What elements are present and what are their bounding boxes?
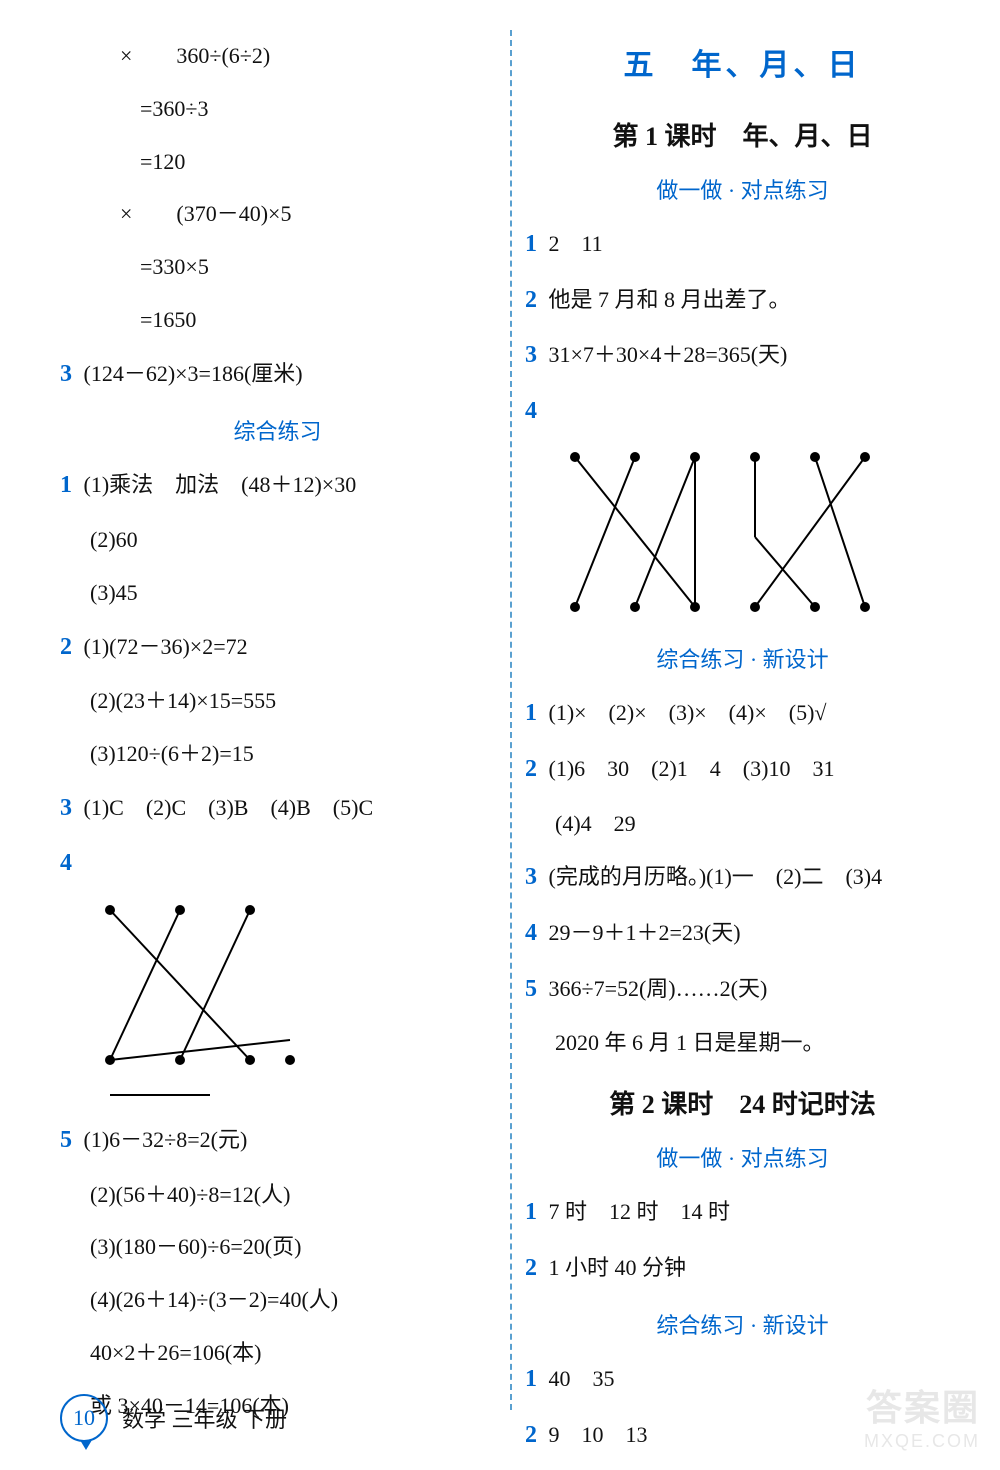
question-number: 2 <box>525 756 537 782</box>
question-number: 1 <box>525 1199 537 1225</box>
expr-line: =330×5 <box>60 252 495 283</box>
answer-line: 3 31×7＋30×4＋28=365(天) <box>525 339 960 373</box>
footer-text: 数学 三年级 下册 <box>122 1402 287 1434</box>
question-number: 1 <box>525 1366 537 1392</box>
answer-text: (1)6－32÷8=2(元) <box>84 1127 248 1152</box>
answer-line: (2)(56＋40)÷8=12(人) <box>60 1180 495 1211</box>
section-heading: 做一做 · 对点练习 <box>525 1141 960 1173</box>
question-number: 4 <box>525 920 537 946</box>
expr-line: =120 <box>60 147 495 178</box>
answer-line: (2)(23＋14)×15=555 <box>60 686 495 717</box>
answer-line: 5 366÷7=52(周)……2(天) <box>525 973 960 1007</box>
question-number: 3 <box>525 342 537 368</box>
answer-text: 他是 7 月和 8 月出差了。 <box>549 287 791 312</box>
page-footer: 10 数学 三年级 下册 <box>60 1394 287 1442</box>
answer-line: 3 (124－62)×3=186(厘米) <box>60 358 495 392</box>
answer-line: 1 7 时 12 时 14 时 <box>525 1196 960 1230</box>
answer-text: 7 时 12 时 14 时 <box>549 1199 731 1224</box>
answer-line: (4)4 29 <box>525 809 960 840</box>
answer-line: 4 <box>60 847 495 881</box>
question-number: 1 <box>60 472 72 498</box>
question-number: 5 <box>525 976 537 1002</box>
chapter-title: 五 年、月、日 <box>525 40 960 84</box>
expr-line: =360÷3 <box>60 94 495 125</box>
page: × 360÷(6÷2) =360÷3 =120 × (370－40)×5 =33… <box>0 0 1000 1470</box>
answer-text: 31×7＋30×4＋28=365(天) <box>549 342 788 367</box>
answer-text: 2 11 <box>549 231 603 256</box>
answer-line: (3)(180－60)÷6=20(页) <box>60 1232 495 1263</box>
lesson-title: 第 1 课时 年、月、日 <box>525 116 960 153</box>
answer-text: (1)乘法 加法 (48＋12)×30 <box>84 472 357 497</box>
answer-text: (1)× (2)× (3)× (4)× (5)√ <box>549 700 827 725</box>
answer-line: 3 (1)C (2)C (3)B (4)B (5)C <box>60 792 495 826</box>
answer-line: 40×2＋26=106(本) <box>60 1338 495 1369</box>
answer-line: 4 <box>525 395 960 429</box>
section-heading: 综合练习 <box>60 414 495 446</box>
page-number-badge: 10 <box>60 1394 108 1442</box>
answer-line: 1 (1)× (2)× (3)× (4)× (5)√ <box>525 697 960 731</box>
answer-text: (1)C (2)C (3)B (4)B (5)C <box>84 795 374 820</box>
answer-line: 2 (1)6 30 (2)1 4 (3)10 31 <box>525 753 960 787</box>
answer-line: 5 (1)6－32÷8=2(元) <box>60 1124 495 1158</box>
answer-line: (2)60 <box>60 525 495 556</box>
question-number: 2 <box>60 634 72 660</box>
answer-line: 2 他是 7 月和 8 月出差了。 <box>525 284 960 318</box>
dashed-divider <box>510 30 512 1410</box>
answer-text: (124－62)×3=186(厘米) <box>84 361 303 386</box>
column-divider <box>495 30 525 1450</box>
watermark: 答案圈 MXQE.COM <box>864 1379 980 1452</box>
answer-text: 29－9＋1＋2=23(天) <box>549 920 741 945</box>
expr-line: =1650 <box>60 305 495 336</box>
question-number: 2 <box>525 1422 537 1448</box>
answer-line: 3 (完成的月历略。)(1)一 (2)二 (3)4 <box>525 861 960 895</box>
question-number: 4 <box>60 850 72 876</box>
matching-diagram-left <box>90 900 495 1105</box>
question-number: 4 <box>525 398 537 424</box>
answer-text: 1 小时 40 分钟 <box>549 1255 687 1280</box>
diagram-svg <box>555 447 875 617</box>
question-number: 3 <box>525 864 537 890</box>
question-number: 3 <box>60 361 72 387</box>
answer-line: 1 (1)乘法 加法 (48＋12)×30 <box>60 469 495 503</box>
question-number: 5 <box>60 1127 72 1153</box>
answer-line: 4 29－9＋1＋2=23(天) <box>525 917 960 951</box>
expr-line: × 360÷(6÷2) <box>60 41 495 72</box>
expr-line: × (370－40)×5 <box>60 199 495 230</box>
left-column: × 360÷(6÷2) =360÷3 =120 × (370－40)×5 =33… <box>60 30 495 1450</box>
section-heading: 综合练习 · 新设计 <box>525 642 960 674</box>
answer-text: (完成的月历略。)(1)一 (2)二 (3)4 <box>549 864 883 889</box>
question-number: 2 <box>525 1255 537 1281</box>
answer-line: (3)120÷(6＋2)=15 <box>60 739 495 770</box>
lesson-title: 第 2 课时 24 时记时法 <box>525 1084 960 1121</box>
answer-text: 366÷7=52(周)……2(天) <box>549 976 768 1001</box>
answer-text: (1)(72－36)×2=72 <box>84 634 248 659</box>
answer-text: 40 35 <box>549 1366 615 1391</box>
answer-line: 2 (1)(72－36)×2=72 <box>60 631 495 665</box>
right-column: 五 年、月、日 第 1 课时 年、月、日 做一做 · 对点练习 1 2 11 2… <box>525 30 960 1450</box>
question-number: 3 <box>60 795 72 821</box>
answer-text: (1)6 30 (2)1 4 (3)10 31 <box>549 756 835 781</box>
watermark-text: 答案圈 <box>864 1379 980 1431</box>
question-number: 1 <box>525 700 537 726</box>
answer-line: (3)45 <box>60 578 495 609</box>
answer-line: (4)(26＋14)÷(3－2)=40(人) <box>60 1285 495 1316</box>
matching-diagram-right <box>555 447 960 622</box>
answer-text: 9 10 13 <box>549 1422 648 1447</box>
section-heading: 综合练习 · 新设计 <box>525 1308 960 1340</box>
answer-line: 2020 年 6 月 1 日是星期一。 <box>525 1028 960 1059</box>
watermark-url: MXQE.COM <box>864 1431 980 1452</box>
question-number: 2 <box>525 287 537 313</box>
answer-line: 1 2 11 <box>525 228 960 262</box>
question-number: 1 <box>525 231 537 257</box>
section-heading: 做一做 · 对点练习 <box>525 173 960 205</box>
answer-line: 2 1 小时 40 分钟 <box>525 1252 960 1286</box>
diagram-svg <box>90 900 310 1100</box>
